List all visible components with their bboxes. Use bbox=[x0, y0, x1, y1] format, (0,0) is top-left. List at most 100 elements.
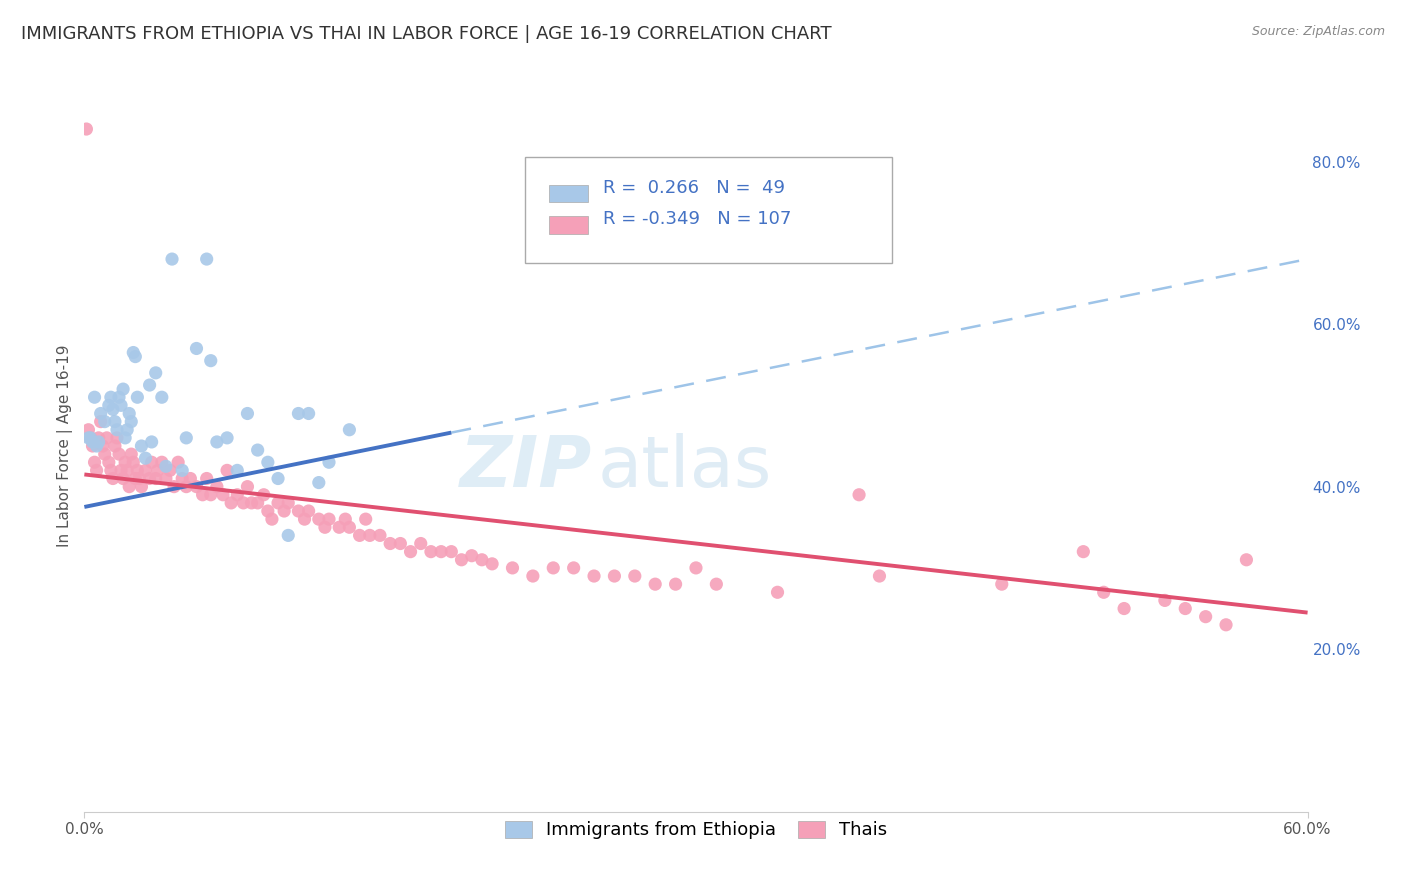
Point bbox=[1154, 593, 1177, 607]
Point bbox=[257, 455, 280, 469]
Point bbox=[257, 504, 280, 518]
Point bbox=[135, 463, 157, 477]
Point bbox=[172, 471, 194, 485]
Point bbox=[481, 557, 503, 571]
Point bbox=[335, 512, 357, 526]
Text: ZIP: ZIP bbox=[460, 434, 592, 502]
Point bbox=[124, 471, 146, 485]
Point bbox=[163, 480, 186, 494]
Point bbox=[90, 415, 112, 429]
Point bbox=[118, 480, 141, 494]
Point bbox=[90, 407, 112, 421]
Point bbox=[131, 439, 153, 453]
Text: Source: ZipAtlas.com: Source: ZipAtlas.com bbox=[1251, 25, 1385, 38]
Point bbox=[120, 415, 142, 429]
Point bbox=[96, 431, 118, 445]
Point bbox=[124, 350, 146, 364]
Point bbox=[112, 471, 135, 485]
Point bbox=[1195, 609, 1218, 624]
Point bbox=[267, 496, 290, 510]
Point bbox=[1092, 585, 1115, 599]
Point bbox=[79, 431, 101, 445]
FancyBboxPatch shape bbox=[524, 157, 891, 263]
Point bbox=[339, 520, 361, 534]
Point bbox=[246, 496, 269, 510]
Point bbox=[212, 488, 235, 502]
Point bbox=[232, 496, 254, 510]
Point bbox=[287, 407, 309, 421]
Point bbox=[869, 569, 891, 583]
Point bbox=[128, 471, 150, 485]
Point bbox=[77, 431, 100, 445]
Point bbox=[195, 471, 218, 485]
Point bbox=[155, 471, 177, 485]
Point bbox=[93, 447, 115, 461]
Point bbox=[328, 520, 350, 534]
Point bbox=[120, 447, 142, 461]
Point bbox=[122, 345, 145, 359]
Point bbox=[318, 512, 340, 526]
Point bbox=[145, 471, 167, 485]
Point bbox=[108, 447, 131, 461]
Point bbox=[339, 423, 361, 437]
Point bbox=[1174, 601, 1197, 615]
Point bbox=[110, 463, 132, 477]
Point bbox=[287, 504, 309, 518]
Point bbox=[236, 407, 259, 421]
Point bbox=[543, 561, 565, 575]
Point bbox=[87, 431, 110, 445]
Point bbox=[138, 471, 160, 485]
Point bbox=[91, 439, 114, 453]
Point bbox=[298, 407, 321, 421]
Point bbox=[150, 455, 173, 469]
Point bbox=[277, 496, 299, 510]
Point bbox=[200, 488, 222, 502]
Point bbox=[624, 569, 647, 583]
Point bbox=[141, 434, 163, 449]
Point bbox=[100, 390, 122, 404]
Text: R =  0.266   N =  49: R = 0.266 N = 49 bbox=[603, 178, 785, 197]
Point bbox=[115, 423, 138, 437]
Point bbox=[146, 463, 169, 477]
Point bbox=[104, 439, 127, 453]
Point bbox=[200, 353, 222, 368]
Point bbox=[267, 471, 290, 485]
Legend: Immigrants from Ethiopia, Thais: Immigrants from Ethiopia, Thais bbox=[494, 810, 898, 850]
Point bbox=[430, 544, 453, 558]
Point bbox=[399, 544, 422, 558]
Point bbox=[145, 366, 167, 380]
Point bbox=[246, 443, 269, 458]
Point bbox=[1215, 617, 1237, 632]
Point bbox=[205, 434, 228, 449]
Text: atlas: atlas bbox=[598, 434, 772, 502]
FancyBboxPatch shape bbox=[550, 185, 588, 202]
Point bbox=[603, 569, 626, 583]
Point bbox=[77, 423, 100, 437]
Point bbox=[706, 577, 728, 591]
Point bbox=[138, 378, 160, 392]
Point bbox=[502, 561, 524, 575]
Point bbox=[665, 577, 688, 591]
Point bbox=[409, 536, 432, 550]
Point bbox=[389, 536, 412, 550]
Point bbox=[159, 463, 181, 477]
Point bbox=[115, 463, 138, 477]
Point bbox=[562, 561, 585, 575]
Point bbox=[420, 544, 443, 558]
Point bbox=[583, 569, 606, 583]
Text: IMMIGRANTS FROM ETHIOPIA VS THAI IN LABOR FORCE | AGE 16-19 CORRELATION CHART: IMMIGRANTS FROM ETHIOPIA VS THAI IN LABO… bbox=[21, 25, 832, 43]
Point bbox=[848, 488, 870, 502]
Point bbox=[127, 463, 149, 477]
Point bbox=[461, 549, 484, 563]
Point bbox=[100, 463, 122, 477]
Point bbox=[226, 463, 249, 477]
Point bbox=[318, 455, 340, 469]
Point bbox=[298, 504, 321, 518]
Point bbox=[110, 398, 132, 412]
Point bbox=[440, 544, 463, 558]
Point bbox=[308, 475, 330, 490]
Point bbox=[253, 488, 276, 502]
Point bbox=[1114, 601, 1136, 615]
Point bbox=[83, 455, 105, 469]
Point bbox=[219, 496, 242, 510]
